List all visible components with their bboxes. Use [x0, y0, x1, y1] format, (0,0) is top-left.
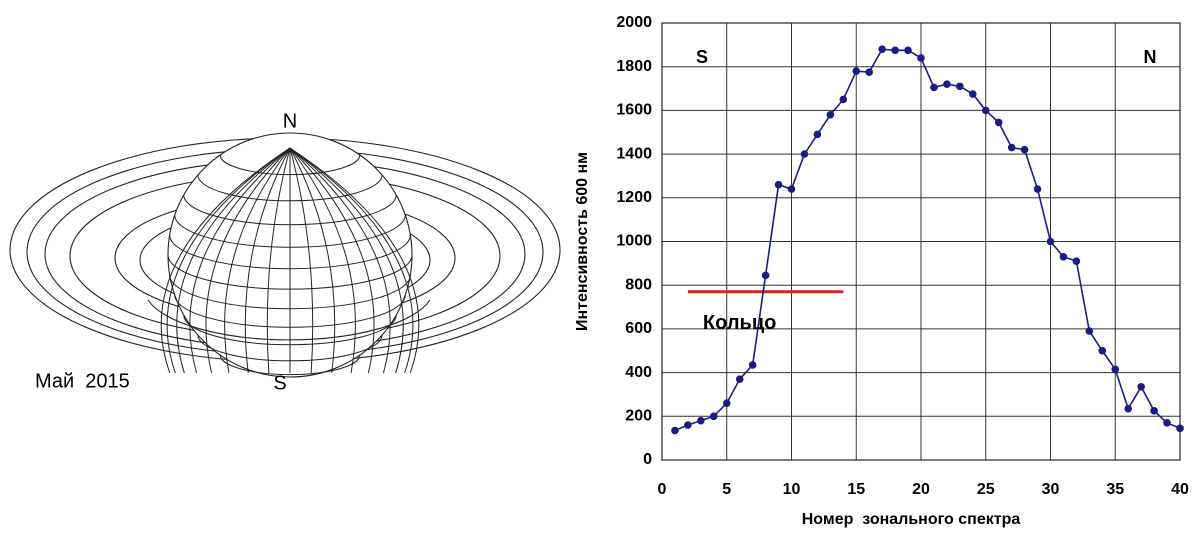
series-line: [674, 48, 1181, 432]
y-axis-label: Интенсивность 600 нм: [574, 152, 591, 331]
reference-label: Кольцо: [703, 312, 776, 334]
y-tick-label: 1400: [616, 145, 652, 162]
x-tick-label: 15: [847, 481, 865, 498]
data-point: [917, 54, 925, 62]
data-point: [813, 130, 822, 139]
x-tick-label: 20: [912, 481, 930, 498]
data-point: [697, 416, 705, 425]
y-tick-label: 1000: [616, 233, 652, 250]
meridian: [289, 147, 356, 374]
meridian: [160, 147, 291, 374]
data-point: [748, 361, 757, 369]
meridian: [266, 147, 291, 374]
meridian: [289, 147, 391, 374]
saturn-diagram: [9, 132, 561, 378]
x-tick-label: 30: [1042, 481, 1060, 498]
data-point: [930, 83, 938, 92]
data-point: [891, 46, 899, 55]
data-point: [826, 110, 835, 119]
data-point: [1033, 185, 1042, 193]
annotation: N: [1144, 47, 1157, 67]
x-tick-label: 0: [658, 481, 667, 498]
y-tick-label: 0: [643, 451, 652, 468]
data-point: [722, 399, 731, 407]
x-tick-label: 5: [722, 481, 731, 498]
y-tick-label: 1600: [616, 102, 652, 119]
data-point: [787, 185, 796, 193]
data-point: [839, 95, 848, 104]
y-tick-label: 200: [625, 408, 652, 425]
data-point: [774, 180, 783, 189]
data-point: [1098, 346, 1107, 355]
data-point: [852, 67, 861, 75]
data-point: [1007, 143, 1016, 152]
x-tick-label: 40: [1171, 481, 1189, 498]
data-point: [1163, 419, 1171, 427]
meridian: [244, 147, 291, 374]
data-point: [981, 106, 990, 115]
data-point: [904, 46, 912, 55]
data-point: [956, 82, 964, 91]
data-point: [1137, 383, 1145, 391]
data-point: [1111, 365, 1120, 374]
data-point: [671, 426, 679, 435]
ring-front: [147, 299, 431, 341]
y-tick-label: 800: [625, 276, 652, 293]
meridian: [289, 147, 336, 374]
data-point: [1059, 252, 1068, 261]
meridian: [166, 147, 291, 374]
x-axis-label: Номер зонального спектра: [802, 511, 1021, 528]
y-tick-label: 400: [625, 364, 652, 381]
meridian: [189, 147, 291, 374]
y-tick-label: 1200: [616, 189, 652, 206]
meridian: [289, 147, 314, 374]
data-point: [994, 118, 1003, 127]
x-tick-label: 25: [977, 481, 995, 498]
meridian: [289, 147, 420, 374]
meridian: [289, 147, 375, 374]
caption: Май 2015: [35, 370, 130, 392]
data-point: [800, 150, 809, 158]
data-point: [710, 412, 718, 421]
meridian: [205, 147, 291, 374]
meridian: [289, 147, 404, 374]
data-point: [969, 90, 977, 98]
x-tick-label: 35: [1106, 481, 1124, 498]
plot-frame: [661, 22, 1181, 461]
x-tick-label: 10: [783, 481, 801, 498]
meridian: [224, 147, 291, 374]
data-point: [761, 271, 770, 280]
data-point: [1124, 404, 1132, 413]
south-label: S: [273, 372, 286, 394]
data-point: [1020, 145, 1029, 154]
meridian: [176, 147, 291, 374]
data-point: [1176, 424, 1184, 433]
data-point: [943, 80, 951, 88]
chart: 0 200 400 600 800 1000 1200 1400 1600 1800 2000 0 5 1…: [574, 14, 1189, 528]
y-tick-label: 1800: [616, 58, 652, 75]
meridian: [289, 147, 414, 374]
data-point: [1046, 237, 1055, 246]
y-tick-label: 2000: [616, 14, 652, 31]
data-point: [1150, 407, 1158, 415]
data-point: [1085, 327, 1094, 335]
data-point: [735, 375, 744, 383]
data-point: [1072, 257, 1081, 265]
annotation: S: [696, 47, 708, 67]
globe: [160, 132, 420, 378]
north-label: N: [283, 110, 297, 132]
data-point: [865, 68, 873, 76]
data-point: [878, 45, 886, 54]
y-tick-label: 600: [625, 320, 652, 337]
data-point: [684, 421, 692, 429]
